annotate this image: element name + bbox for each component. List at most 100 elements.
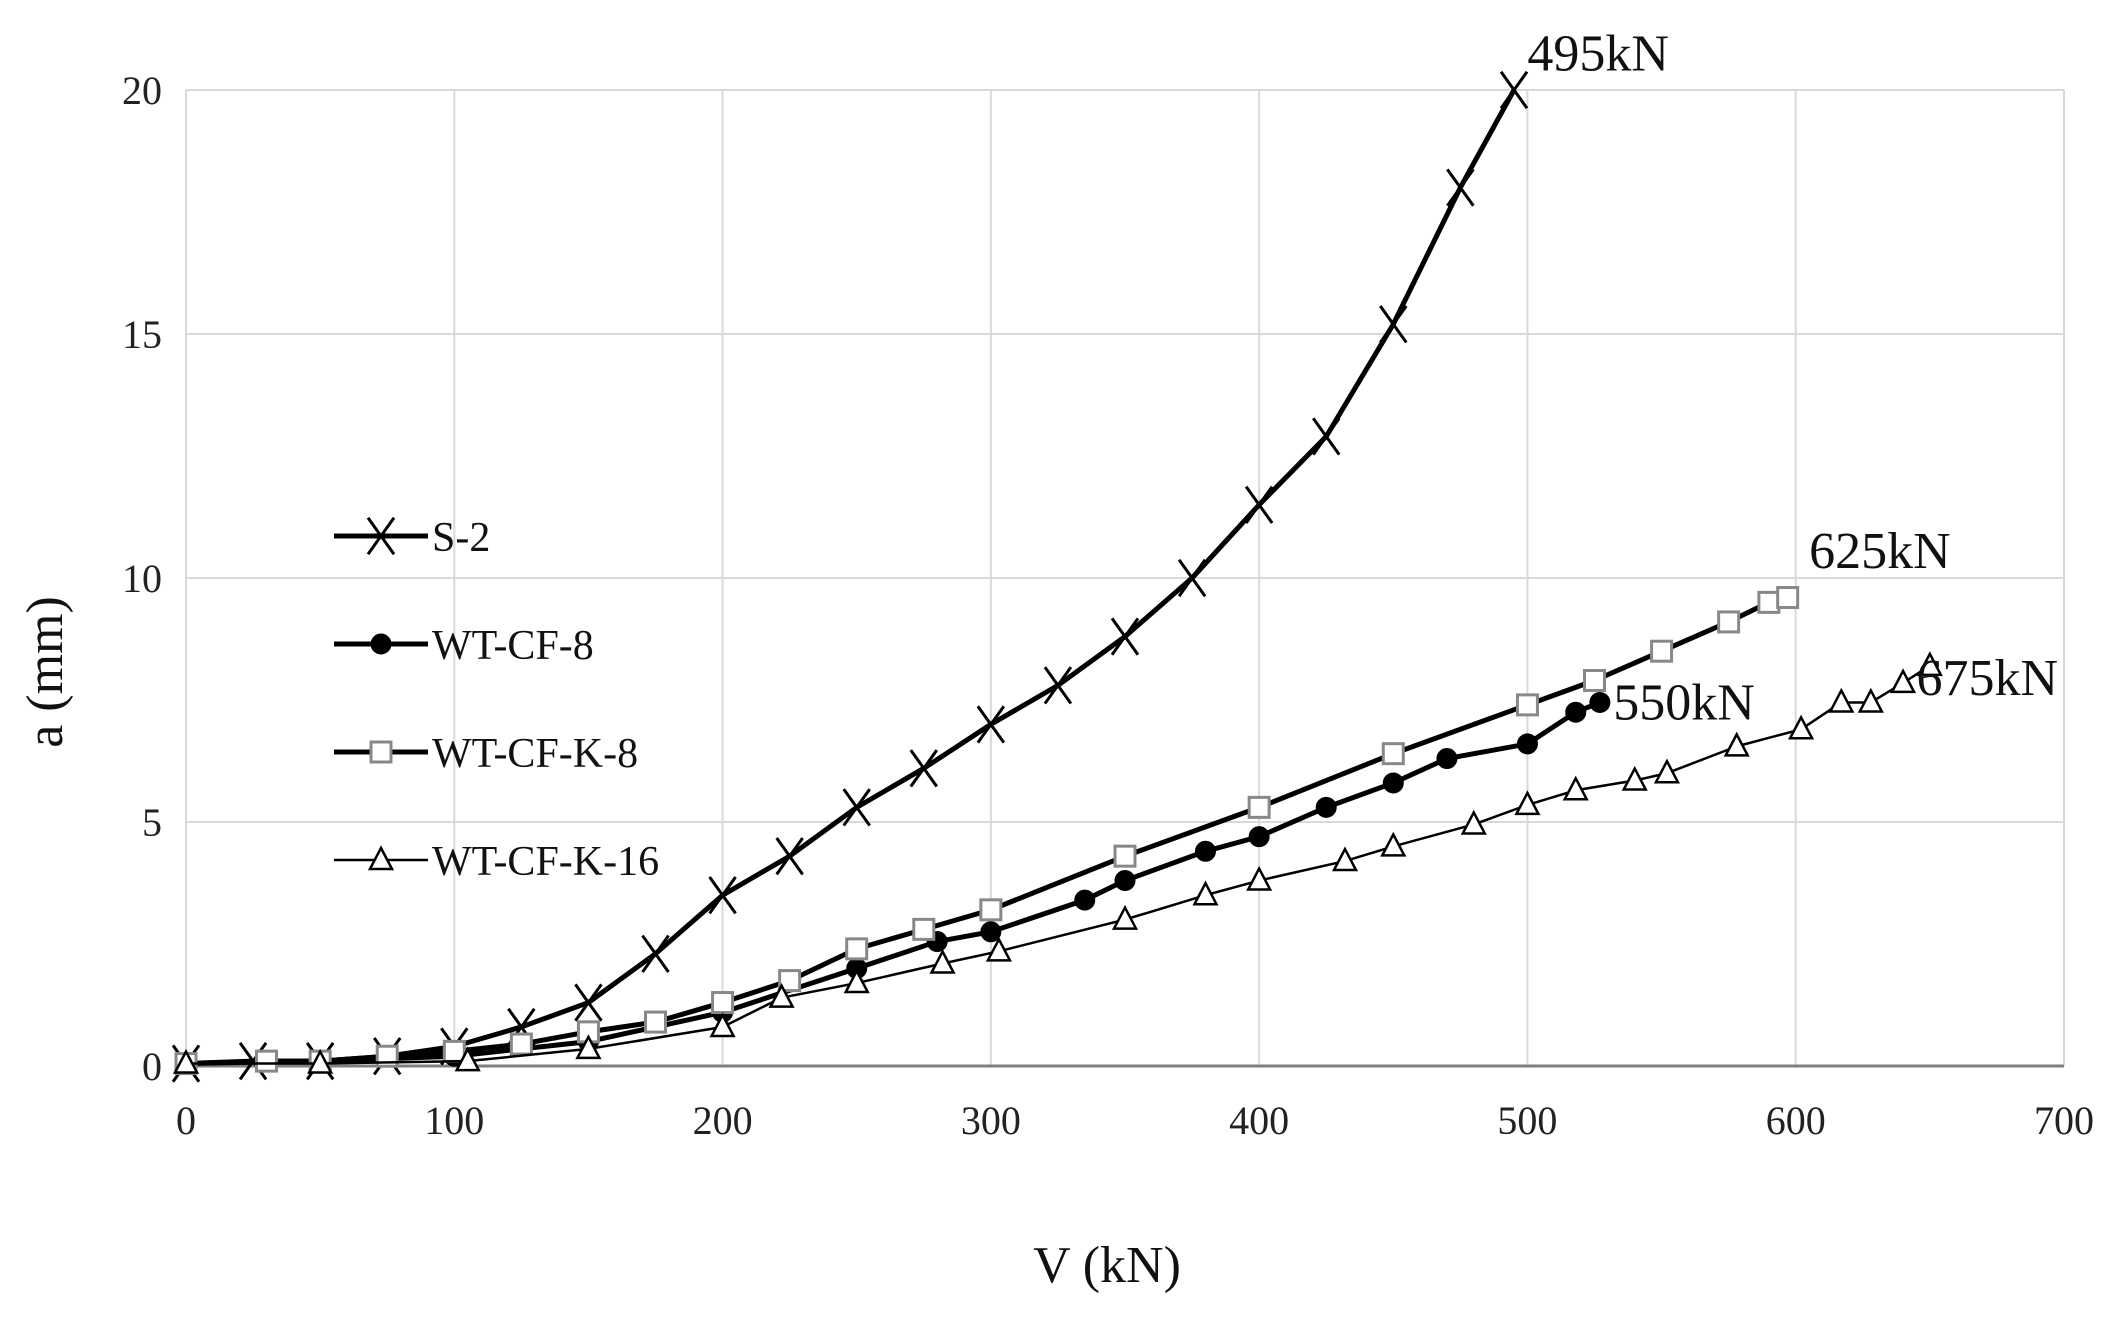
marker-stroke	[775, 837, 804, 876]
data-point	[1499, 70, 1529, 110]
data-point	[1311, 417, 1341, 456]
data-point	[1562, 775, 1589, 801]
data-point	[845, 937, 869, 961]
data-point	[976, 705, 1006, 744]
data-point	[980, 921, 1002, 943]
series-line	[185, 595, 1789, 1067]
data-point	[1381, 742, 1405, 766]
data-point	[778, 969, 802, 993]
y-tick-label: 5	[142, 800, 162, 845]
data-point	[1380, 831, 1407, 857]
legend-item: WT-CF-8	[334, 623, 594, 669]
legend-label: WT-CF-8	[432, 623, 594, 669]
y-tick-label: 20	[122, 68, 162, 113]
data-point	[909, 749, 939, 788]
data-point	[1043, 666, 1073, 705]
data-point	[1246, 865, 1273, 891]
data-point	[1436, 748, 1458, 770]
legend-item: S-2	[334, 515, 490, 561]
legend-marker	[370, 633, 392, 655]
data-point	[1828, 687, 1855, 713]
data-point	[1776, 586, 1800, 610]
marker-stroke	[641, 934, 670, 973]
data-point	[1757, 590, 1781, 614]
legend-label: WT-CF-K-8	[432, 731, 638, 777]
peak-annotation: 625kN	[1809, 523, 1951, 580]
marker-stroke	[1110, 617, 1140, 656]
data-point	[1653, 758, 1681, 784]
data-point	[1460, 809, 1487, 835]
legend-marker	[367, 845, 395, 871]
series-layer	[171, 70, 1943, 1083]
x-tick-label: 300	[961, 1098, 1021, 1143]
legend-marker	[366, 516, 396, 556]
peak-annotation: 550kN	[1613, 675, 1755, 732]
data-point	[307, 1048, 334, 1074]
data-point	[644, 1010, 667, 1034]
data-point	[1113, 844, 1137, 868]
data-point	[1382, 772, 1404, 794]
data-point	[1723, 731, 1750, 757]
data-point	[1583, 668, 1606, 692]
data-point	[768, 982, 795, 1008]
x-tick-label: 400	[1229, 1098, 1289, 1143]
data-point	[1315, 796, 1337, 818]
data-point	[641, 934, 670, 973]
annotations: 495kN 625kN 550kN 675kN	[1527, 25, 2058, 731]
x-axis-title: V (kN)	[1033, 1237, 1181, 1294]
data-point	[1331, 846, 1359, 872]
marker-stroke	[708, 876, 737, 915]
data-point	[442, 1039, 466, 1063]
data-point	[1244, 485, 1274, 524]
data-point	[574, 983, 603, 1022]
data-point	[1589, 691, 1611, 713]
legend: S-2 WT-CF-8 WT-CF-K-8 WT-CF-K-16	[334, 515, 659, 885]
x-tick-label: 200	[693, 1098, 753, 1143]
data-point	[1916, 651, 1943, 677]
data-point	[1650, 639, 1674, 663]
data-point	[1111, 904, 1139, 930]
marker-stroke	[574, 983, 603, 1022]
data-point	[172, 1048, 200, 1074]
data-point	[912, 917, 936, 941]
marker-stroke	[366, 516, 396, 556]
marker-stroke	[1379, 305, 1408, 344]
data-point	[1515, 693, 1539, 717]
tick-labels: 0 100 200 300 400 500 600 700 0 5 10 15 20	[122, 68, 2094, 1143]
data-point	[1074, 889, 1096, 911]
marker-stroke	[1244, 485, 1274, 524]
data-point	[1621, 765, 1648, 791]
marker-stroke	[842, 788, 871, 827]
data-point	[775, 837, 804, 876]
data-point	[929, 948, 956, 974]
data-point	[1516, 733, 1538, 755]
data-point	[843, 968, 870, 994]
legend-marker	[369, 740, 393, 764]
axes	[185, 90, 2064, 1068]
marker-stroke	[976, 705, 1006, 744]
data-point	[1379, 305, 1408, 344]
marker-stroke	[909, 749, 939, 788]
legend-label: S-2	[432, 515, 490, 561]
data-point	[1248, 826, 1270, 848]
data-point	[1177, 558, 1207, 598]
legend-label: WT-CF-K-16	[432, 839, 659, 885]
marker-stroke	[1043, 666, 1073, 705]
data-point	[1514, 790, 1541, 816]
grid-lines	[186, 89, 2065, 1066]
data-point	[1247, 795, 1271, 819]
data-point	[711, 991, 735, 1015]
marker-stroke	[1446, 168, 1475, 207]
legend-item: WT-CF-K-16	[334, 839, 659, 885]
legend-item: WT-CF-K-8	[334, 731, 638, 777]
peak-annotation: 675kN	[1916, 650, 2058, 707]
y-tick-label: 0	[142, 1044, 162, 1089]
data-point	[1565, 701, 1587, 723]
data-point	[1889, 668, 1917, 694]
data-point	[1857, 687, 1884, 713]
data-point	[985, 936, 1012, 962]
x-tick-label: 500	[1497, 1098, 1557, 1143]
data-point	[1114, 870, 1136, 892]
